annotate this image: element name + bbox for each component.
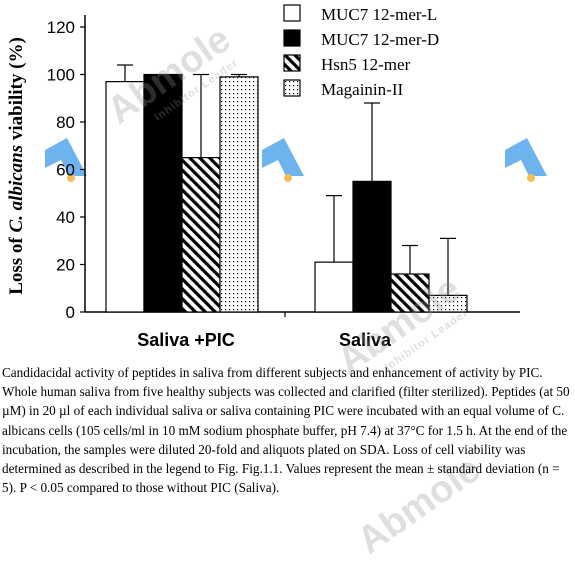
logo-dot [67, 174, 75, 182]
logo-shape [45, 138, 87, 176]
legend-label: Magainin-II [321, 80, 403, 99]
watermark-logo-icon [45, 138, 87, 182]
bar [181, 157, 221, 313]
category-label: Saliva +PIC [137, 330, 235, 350]
legend-label: MUC7 12-mer-L [321, 5, 437, 24]
legend: MUC7 12-mer-L MUC7 12-mer-D Hsn5 12-mer Mag… [283, 4, 439, 99]
legend-swatch [283, 79, 301, 97]
y-tick-label: 120 [47, 18, 75, 37]
category-label: Saliva [339, 330, 392, 350]
legend-label: MUC7 12-mer-D [321, 30, 439, 49]
y-tick-label: 80 [56, 113, 75, 132]
bar [352, 180, 392, 313]
logo-dot [527, 174, 535, 182]
legend-swatch [283, 54, 301, 72]
logo-shape [262, 138, 304, 176]
y-axis-label: Loss of C. albicans viability (%) [6, 37, 27, 295]
y-tick-label: 60 [56, 161, 75, 180]
legend-label: Hsn5 12-mer [321, 55, 411, 74]
bars [105, 64, 468, 313]
bar [219, 76, 259, 313]
legend-swatch [283, 29, 301, 47]
y-tick-label: 100 [47, 66, 75, 85]
watermark-logo-icon [262, 138, 304, 182]
watermark-logo-icon [505, 138, 547, 182]
figure-caption: Candidacidal activity of peptides in sal… [2, 365, 570, 496]
logo-shape [505, 138, 547, 176]
bar [105, 81, 145, 313]
bar-chart: 0 20 40 60 80 100 120 Saliva +PIC Saliva MUC7 1… [6, 4, 547, 350]
y-tick-label: 40 [56, 208, 75, 227]
bar [314, 261, 354, 313]
logo-dot [284, 174, 292, 182]
bar [428, 294, 468, 313]
y-tick-label: 20 [56, 256, 75, 275]
y-tick-label: 0 [66, 303, 75, 322]
x-axis-labels: Saliva +PIC Saliva [137, 330, 392, 350]
bar [390, 273, 430, 313]
legend-swatch [283, 4, 301, 22]
bar [143, 73, 183, 313]
watermark-logo-group [45, 138, 547, 182]
